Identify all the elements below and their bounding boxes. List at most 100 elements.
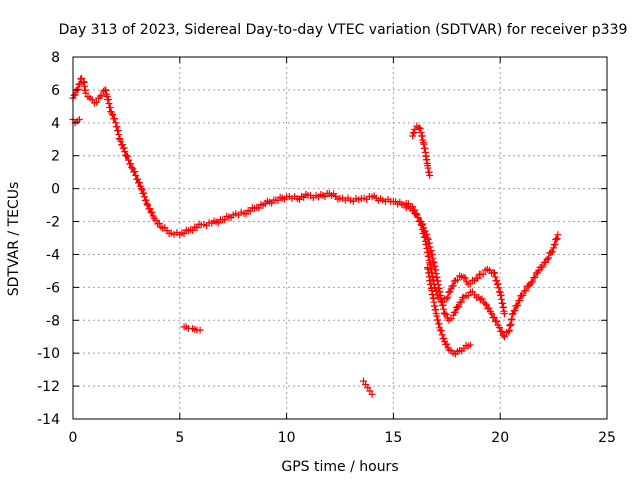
- data-point: [531, 273, 539, 281]
- data-point: [453, 276, 461, 284]
- data-point: [144, 201, 152, 209]
- data-point: [114, 127, 122, 135]
- data-point: [420, 229, 428, 237]
- data-point: [135, 179, 143, 187]
- data-point: [495, 324, 503, 332]
- chart-title: Day 313 of 2023, Sidereal Day-to-day VTE…: [59, 22, 628, 38]
- x-tick-label: 20: [491, 430, 509, 446]
- y-tick-label: 0: [51, 182, 60, 198]
- data-point: [140, 189, 148, 197]
- data-point: [98, 92, 106, 100]
- data-point: [417, 221, 425, 229]
- data-point: [466, 280, 474, 288]
- data-point: [434, 316, 442, 324]
- data-point: [494, 280, 502, 288]
- data-point: [457, 298, 465, 306]
- y-tick-label: 4: [51, 116, 60, 132]
- data-point: [127, 160, 135, 168]
- data-point: [128, 164, 136, 172]
- data-point: [102, 86, 110, 94]
- data-point: [436, 326, 444, 334]
- data-point: [107, 109, 115, 117]
- data-point: [493, 317, 501, 325]
- data-point: [421, 233, 429, 241]
- data-point: [440, 335, 448, 343]
- data-point: [418, 222, 426, 230]
- data-point: [121, 148, 129, 156]
- grid: [73, 57, 607, 419]
- data-point: [409, 132, 417, 140]
- y-tick-label: -8: [46, 313, 60, 329]
- data-point: [148, 208, 156, 216]
- data-point: [516, 296, 524, 304]
- data-point: [511, 306, 519, 314]
- data-point: [522, 287, 530, 295]
- x-tick-label: 10: [278, 430, 296, 446]
- data-point: [109, 111, 117, 119]
- data-point: [196, 326, 204, 334]
- data-point: [142, 196, 150, 204]
- data-point: [414, 213, 422, 221]
- data-point: [113, 123, 121, 131]
- data-point: [418, 226, 426, 234]
- y-tick-label: 8: [51, 50, 60, 66]
- data-point: [490, 313, 498, 321]
- data-point: [449, 282, 457, 290]
- data-point: [74, 85, 82, 93]
- data-point: [461, 274, 469, 282]
- data-point: [157, 223, 165, 231]
- data-point: [123, 152, 131, 160]
- y-axis-ticks: -14 -12 -10 -8 -6 -4 -2 0 2 4 6 8: [37, 50, 607, 428]
- data-point: [443, 295, 451, 303]
- data-point: [443, 340, 451, 348]
- data-point: [431, 284, 439, 292]
- data-point: [75, 116, 83, 124]
- data-point: [498, 327, 506, 335]
- data-point: [438, 331, 446, 339]
- data-point: [416, 218, 424, 226]
- data-point: [514, 301, 522, 309]
- x-axis-label: GPS time / hours: [281, 459, 398, 475]
- data-point: [478, 295, 486, 303]
- y-tick-label: -2: [46, 215, 60, 231]
- data-point: [474, 274, 482, 282]
- data-point: [455, 303, 463, 311]
- data-point: [132, 171, 140, 179]
- data-point: [115, 131, 123, 139]
- data-point: [426, 171, 434, 179]
- x-tick-label: 5: [175, 430, 184, 446]
- data-point: [103, 92, 111, 100]
- data-point: [138, 186, 146, 194]
- data-point: [368, 390, 376, 398]
- data-point: [547, 248, 555, 256]
- data-point: [75, 80, 83, 88]
- data-point: [548, 248, 556, 256]
- data-point: [92, 98, 100, 106]
- y-tick-label: -6: [46, 280, 60, 296]
- x-axis-ticks: 0 5 10 15 20 25: [69, 57, 616, 446]
- y-tick-label: 6: [51, 83, 60, 99]
- data-point: [519, 291, 527, 299]
- data-point: [481, 300, 489, 308]
- data-points: [69, 74, 562, 398]
- data-point: [529, 278, 537, 286]
- data-point: [111, 115, 119, 123]
- data-point: [104, 96, 112, 104]
- y-tick-label: -4: [46, 247, 60, 263]
- data-point: [444, 293, 452, 301]
- data-point: [442, 310, 450, 318]
- data-point: [485, 304, 493, 312]
- data-point: [500, 310, 508, 318]
- data-point: [433, 312, 441, 320]
- data-point: [551, 240, 559, 248]
- data-point: [107, 107, 115, 115]
- x-tick-label: 25: [598, 430, 616, 446]
- data-point: [543, 255, 551, 263]
- data-point: [105, 100, 113, 108]
- data-point: [155, 219, 163, 227]
- data-point: [416, 125, 424, 133]
- x-tick-label: 15: [384, 430, 402, 446]
- data-point: [134, 175, 142, 183]
- data-point: [539, 263, 547, 271]
